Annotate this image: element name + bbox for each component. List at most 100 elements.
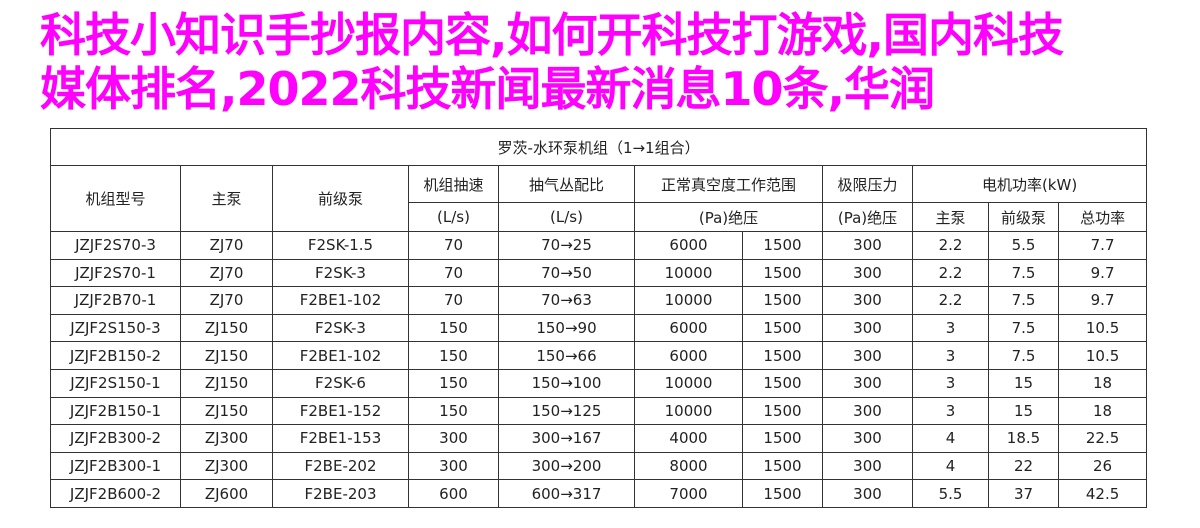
table-row: JZJF2B600-2 ZJ600 F2BE-203 600 600→317 7000 15… <box>50 479 1148 508</box>
table-cell: JZJF2S150-1 <box>50 368 181 398</box>
table-cell: 300 <box>822 258 913 288</box>
table-cell: 70 <box>408 286 499 315</box>
table-cell: 22 <box>988 451 1059 481</box>
table-cell: F2BE-202 <box>272 451 409 481</box>
table-cell: 300 <box>408 451 499 481</box>
table-cell: ZJ150 <box>180 396 273 426</box>
table-cell: 150→125 <box>498 396 635 426</box>
table-cell: 300 <box>822 451 913 481</box>
table-cell: 10000 <box>634 258 743 288</box>
table-cell: 15 <box>988 368 1059 398</box>
table-cell: F2BE-203 <box>272 479 409 508</box>
table-cell: 300 <box>822 341 913 370</box>
table-cell: 9.7 <box>1057 258 1148 288</box>
table-cell: 22.5 <box>1057 424 1148 453</box>
table-row: JZJF2S70-1 ZJ70 F2SK-3 70 70→50 10000 1500 300 2… <box>50 258 1148 288</box>
table-container: 罗茨-水环泵机组（1→1组合） 机组型号 主泵 前级泵 机组抽速 抽气丛配比 正… <box>0 122 1200 528</box>
table-cell: F2SK-3 <box>272 258 409 288</box>
table-cell: 70 <box>408 258 499 288</box>
table-cell: 2.2 <box>912 258 989 288</box>
table-row: JZJF2S150-3 ZJ150 F2SK-3 150 150→90 6000 1500 3… <box>50 313 1148 343</box>
header-pre-pump: 前级泵 <box>272 165 409 232</box>
table-cell: 300 <box>822 424 913 453</box>
table-cell: 70→25 <box>498 231 635 260</box>
table-cell: 300 <box>822 396 913 426</box>
table-cell: 7.5 <box>988 341 1059 370</box>
table-cell: 5.5 <box>988 231 1059 260</box>
table-row: JZJF2B70-1 ZJ70 F2BE1-102 70 70→63 10000 1500 3… <box>50 286 1148 315</box>
table-cell: 300 <box>822 313 913 343</box>
table-row: JZJF2B300-1 ZJ300 F2BE-202 300 300→200 8000 15… <box>50 451 1148 481</box>
table-cell: 1500 <box>742 313 823 343</box>
table-cell: F2BE1-102 <box>272 286 409 315</box>
table-body: JZJF2S70-3 ZJ70 F2SK-1.5 70 70→25 6000 1500 300… <box>50 231 1148 508</box>
table-cell: F2BE1-153 <box>272 424 409 453</box>
table-cell: 10.5 <box>1057 341 1148 370</box>
table-cell: 10000 <box>634 368 743 398</box>
table-cell: 600 <box>408 479 499 508</box>
table-cell: F2SK-1.5 <box>272 231 409 260</box>
table-cell: ZJ70 <box>180 286 273 315</box>
table-cell: JZJF2B600-2 <box>50 479 181 508</box>
table-cell: 18 <box>1057 368 1148 398</box>
table-cell: 600→317 <box>498 479 635 508</box>
table-cell: 42.5 <box>1057 479 1148 508</box>
header-speed: 机组抽速 <box>408 165 499 203</box>
table-cell: F2SK-6 <box>272 368 409 398</box>
header-main-pump: 主泵 <box>180 165 273 232</box>
table-row: JZJF2S150-1 ZJ150 F2SK-6 150 150→100 10000 150… <box>50 368 1148 398</box>
table-cell: 18 <box>1057 396 1148 426</box>
table-cell: 7000 <box>634 479 743 508</box>
table-cell: JZJF2B300-2 <box>50 424 181 453</box>
table-cell: ZJ70 <box>180 258 273 288</box>
header-model: 机组型号 <box>50 165 181 232</box>
table-cell: 6000 <box>634 313 743 343</box>
table-cell: 150 <box>408 341 499 370</box>
table-cell: 300 <box>822 368 913 398</box>
table-cell: 150→90 <box>498 313 635 343</box>
table-row: JZJF2B150-1 ZJ150 F2BE1-152 150 150→125 10000… <box>50 396 1148 426</box>
header-motor-power: 电机功率(kW) <box>911 165 1148 203</box>
table-cell: 300 <box>822 286 913 315</box>
table-cell: 300 <box>822 479 913 508</box>
table-cell: 15 <box>988 396 1059 426</box>
table-cell: 70→63 <box>498 286 635 315</box>
table-cell: 70 <box>408 231 499 260</box>
table-cell: 150→100 <box>498 368 635 398</box>
table-cell: 1500 <box>742 424 823 453</box>
table-cell: 4 <box>912 424 989 453</box>
header-vacuum-range: 正常真空度工作范围 <box>634 165 823 203</box>
header-speed-unit: (L/s) <box>408 202 499 232</box>
table-cell: 18.5 <box>988 424 1059 453</box>
header-vacuum-unit: (Pa)绝压 <box>634 202 823 232</box>
table-cell: JZJF2S150-3 <box>50 313 181 343</box>
table-cell: F2SK-3 <box>272 313 409 343</box>
table-cell: 3 <box>912 341 989 370</box>
table-cell: 9.7 <box>1057 286 1148 315</box>
table-cell: 3 <box>912 313 989 343</box>
table-cell: ZJ300 <box>180 424 273 453</box>
table-cell: 10.5 <box>1057 313 1148 343</box>
table-cell: 7.5 <box>988 258 1059 288</box>
header-ratio-unit: (L/s) <box>498 202 635 232</box>
table-cell: 10000 <box>634 286 743 315</box>
table-cell: 6000 <box>634 231 743 260</box>
table-cell: 300 <box>822 231 913 260</box>
table-cell: JZJF2B150-2 <box>50 341 181 370</box>
table-cell: 150 <box>408 368 499 398</box>
table-cell: 150→66 <box>498 341 635 370</box>
header-power-main: 主泵 <box>912 202 989 232</box>
table-cell: 1500 <box>742 286 823 315</box>
table-cell: 70→50 <box>498 258 635 288</box>
table-cell: 7.7 <box>1057 231 1148 260</box>
table-cell: 300→167 <box>498 424 635 453</box>
table-cell: 1500 <box>742 396 823 426</box>
pump-spec-table: 罗茨-水环泵机组（1→1组合） 机组型号 主泵 前级泵 机组抽速 抽气丛配比 正… <box>49 128 1148 508</box>
table-cell: 300 <box>408 424 499 453</box>
table-cell: F2BE1-102 <box>272 341 409 370</box>
table-cell: 4000 <box>634 424 743 453</box>
table-cell: 3 <box>912 368 989 398</box>
header-limit-pressure: 极限压力 <box>822 165 913 203</box>
table-cell: 26 <box>1057 451 1148 481</box>
overlay-text: 科技小知识手抄报内容,如何开科技打游戏,国内科技 媒体排名,2022科技新闻最新… <box>0 0 1200 122</box>
